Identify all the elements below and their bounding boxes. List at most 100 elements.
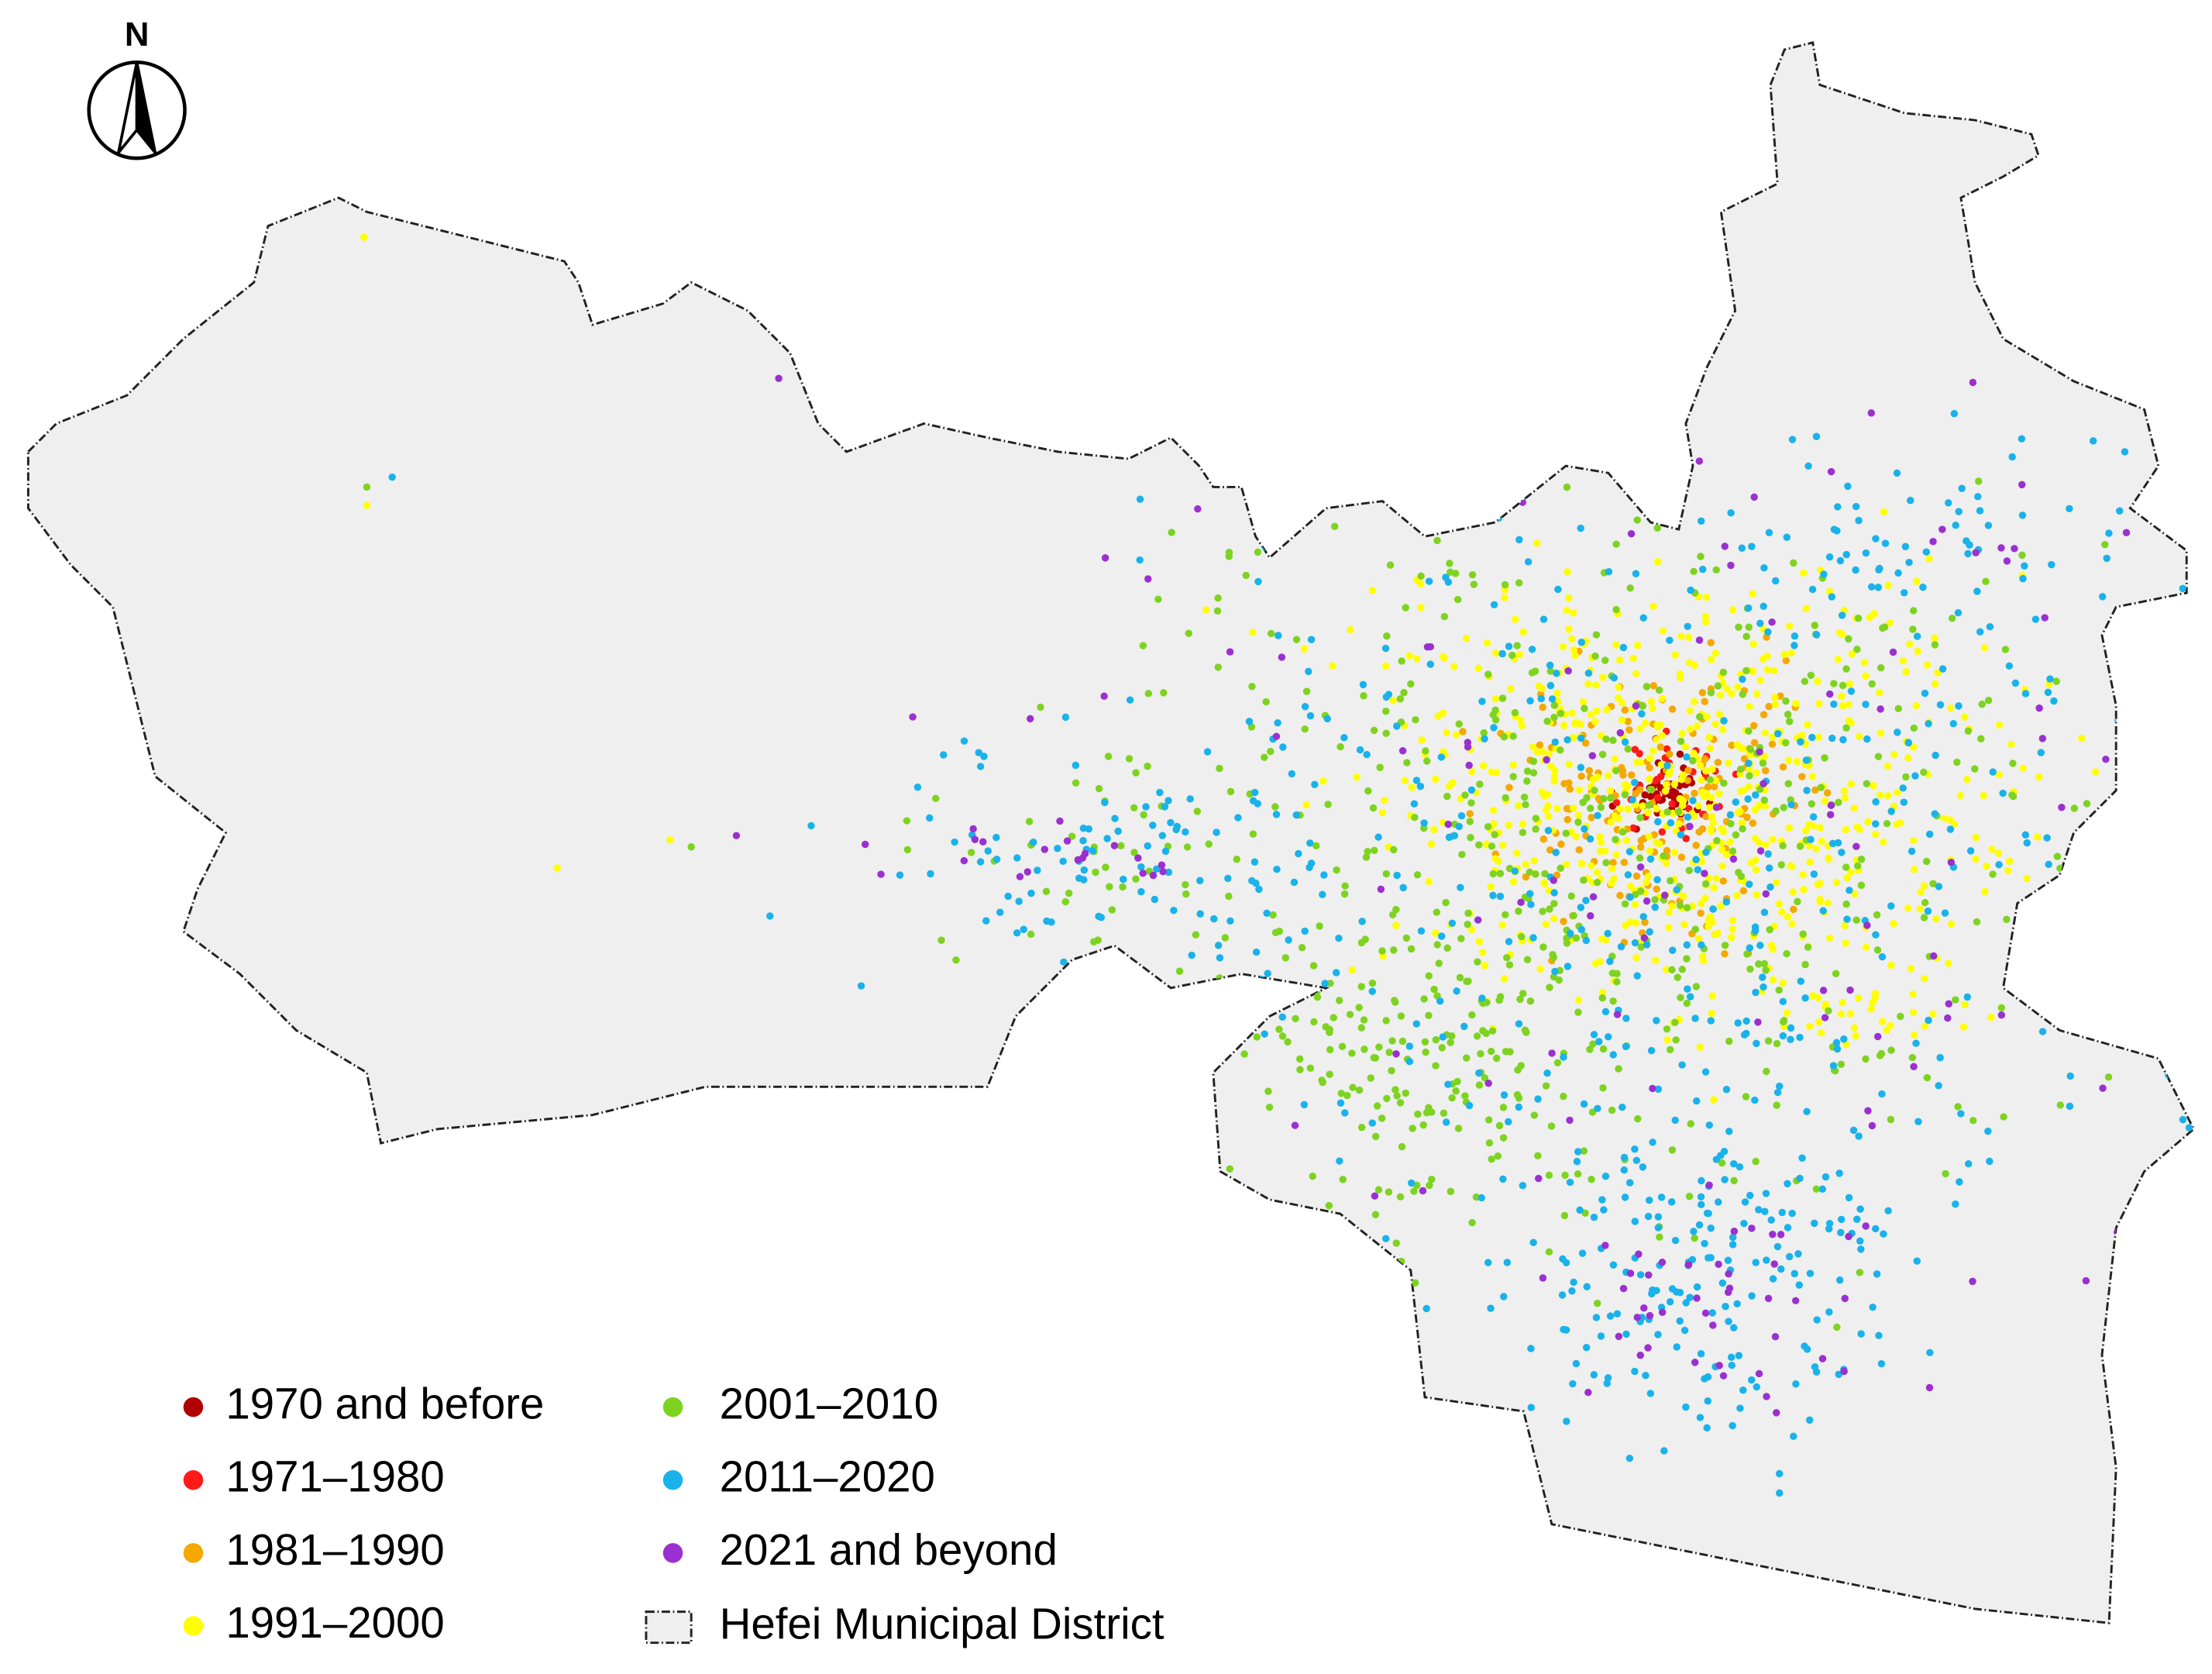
location-point bbox=[1815, 1018, 1823, 1026]
location-point bbox=[1378, 947, 1386, 955]
location-point bbox=[1574, 811, 1583, 819]
location-point bbox=[1381, 796, 1388, 804]
location-point bbox=[1552, 849, 1560, 856]
location-point bbox=[1709, 1321, 1717, 1329]
location-point bbox=[1739, 745, 1746, 753]
location-point bbox=[1509, 732, 1517, 740]
legend-swatch bbox=[183, 1397, 204, 1417]
location-point bbox=[1908, 1053, 1916, 1062]
location-point bbox=[1360, 1016, 1368, 1024]
location-point bbox=[1838, 849, 1846, 856]
location-point bbox=[1720, 717, 1728, 725]
location-point bbox=[1660, 891, 1669, 899]
location-point bbox=[1336, 1099, 1345, 1107]
location-point bbox=[1210, 914, 1218, 923]
location-point bbox=[1144, 763, 1151, 770]
location-point bbox=[1339, 1176, 1347, 1183]
location-point bbox=[2117, 1380, 2124, 1387]
location-point bbox=[2128, 732, 2135, 739]
location-point bbox=[1763, 1256, 1770, 1264]
location-point bbox=[1632, 670, 1640, 678]
location-point bbox=[1567, 892, 1575, 901]
location-point bbox=[1027, 889, 1035, 897]
location-point bbox=[1522, 1028, 1530, 1036]
location-point bbox=[1703, 713, 1711, 721]
location-point bbox=[1613, 1310, 1622, 1318]
location-point bbox=[1887, 1046, 1895, 1054]
location-point bbox=[1136, 556, 1144, 564]
location-point bbox=[1100, 692, 1108, 701]
location-point bbox=[1577, 524, 1584, 532]
location-point bbox=[2055, 918, 2064, 927]
location-point bbox=[1280, 984, 1288, 993]
location-point bbox=[1607, 794, 1615, 802]
location-point bbox=[1636, 814, 1644, 822]
location-point bbox=[1749, 590, 1756, 598]
location-point bbox=[1523, 956, 1532, 963]
location-point bbox=[1863, 780, 1871, 787]
location-point bbox=[1775, 900, 1784, 908]
location-point bbox=[1428, 464, 1436, 472]
location-point bbox=[1978, 700, 1986, 708]
location-point bbox=[1636, 843, 1645, 851]
location-point bbox=[1922, 548, 1931, 556]
location-point bbox=[1546, 846, 1554, 854]
location-point bbox=[1961, 713, 1969, 721]
location-point bbox=[1071, 1131, 1078, 1139]
location-point bbox=[1272, 811, 1281, 818]
location-point bbox=[1684, 813, 1692, 822]
location-point bbox=[1454, 1125, 1463, 1132]
location-point bbox=[1910, 836, 1918, 845]
location-point bbox=[1621, 900, 1629, 908]
location-point bbox=[1192, 1132, 1200, 1141]
location-point bbox=[1466, 810, 1474, 818]
location-point bbox=[2090, 360, 2099, 368]
location-point bbox=[1505, 642, 1513, 650]
location-point bbox=[2155, 887, 2162, 894]
location-point bbox=[1403, 759, 1411, 766]
location-point bbox=[2043, 834, 2051, 842]
location-point bbox=[1935, 1082, 1942, 1090]
location-point bbox=[1618, 716, 1626, 724]
location-point bbox=[1382, 729, 1390, 737]
location-point bbox=[1722, 898, 1731, 906]
location-point bbox=[1930, 952, 1938, 960]
location-point bbox=[1392, 1239, 1400, 1247]
location-point bbox=[1658, 828, 1666, 836]
location-point bbox=[1840, 1035, 1848, 1043]
location-point bbox=[1613, 978, 1621, 986]
location-point bbox=[1460, 1022, 1468, 1031]
location-point bbox=[1950, 410, 1959, 418]
location-point bbox=[1408, 784, 1416, 791]
location-point bbox=[1348, 1307, 1357, 1315]
location-point bbox=[1705, 914, 1714, 922]
location-point bbox=[1364, 848, 1371, 856]
location-point bbox=[1653, 1017, 1660, 1025]
location-point bbox=[1604, 929, 1612, 938]
location-point bbox=[1402, 604, 1409, 611]
location-point bbox=[1974, 493, 1982, 501]
location-point bbox=[2203, 419, 2210, 426]
location-point bbox=[1221, 934, 1230, 942]
location-point bbox=[1520, 793, 1529, 801]
location-point bbox=[1484, 822, 1492, 831]
location-point bbox=[1767, 942, 1776, 949]
location-point bbox=[1519, 498, 1526, 506]
location-point bbox=[1694, 802, 1702, 810]
location-point bbox=[1739, 887, 1748, 895]
location-point bbox=[1695, 636, 1704, 644]
location-point bbox=[2031, 615, 2040, 623]
location-point bbox=[1668, 705, 1677, 713]
location-point bbox=[1698, 941, 1705, 949]
location-point bbox=[1216, 764, 1223, 773]
location-point bbox=[1367, 1074, 1374, 1082]
location-point bbox=[1519, 828, 1527, 836]
location-point bbox=[1389, 697, 1397, 704]
location-point bbox=[1695, 1221, 1704, 1229]
location-point bbox=[1631, 939, 1639, 947]
location-point bbox=[1258, 425, 1266, 434]
location-point bbox=[1828, 839, 1837, 848]
location-point bbox=[1784, 1224, 1792, 1231]
location-point bbox=[1111, 815, 1119, 822]
location-point bbox=[1175, 967, 1184, 975]
